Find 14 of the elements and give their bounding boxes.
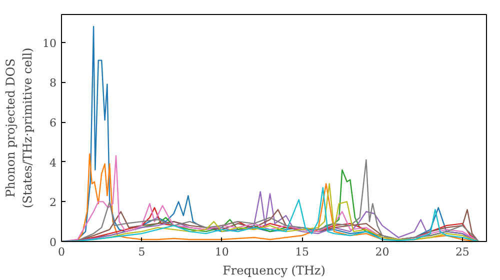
y-tick-label: 2 — [50, 196, 56, 210]
x-tick-label: 25 — [455, 246, 470, 258]
x-tick-label: 20 — [375, 246, 390, 258]
x-axis-title: Frequency (THz) — [222, 264, 326, 278]
x-tick-label: 0 — [58, 246, 65, 258]
y-tick-label: 0 — [50, 236, 56, 249]
y-tick-label: 8 — [50, 76, 56, 90]
x-tick-label: 10 — [214, 246, 229, 258]
x-tick-label: 15 — [295, 246, 310, 258]
y-tick-label: 10 — [42, 36, 57, 50]
y-tick-label: 6 — [50, 116, 56, 130]
x-tick-label: 5 — [138, 246, 146, 258]
y-tick-label: 4 — [50, 156, 56, 170]
y-axis-title: Phonon projected DOS (States/THz·primitive cell) — [4, 48, 35, 208]
